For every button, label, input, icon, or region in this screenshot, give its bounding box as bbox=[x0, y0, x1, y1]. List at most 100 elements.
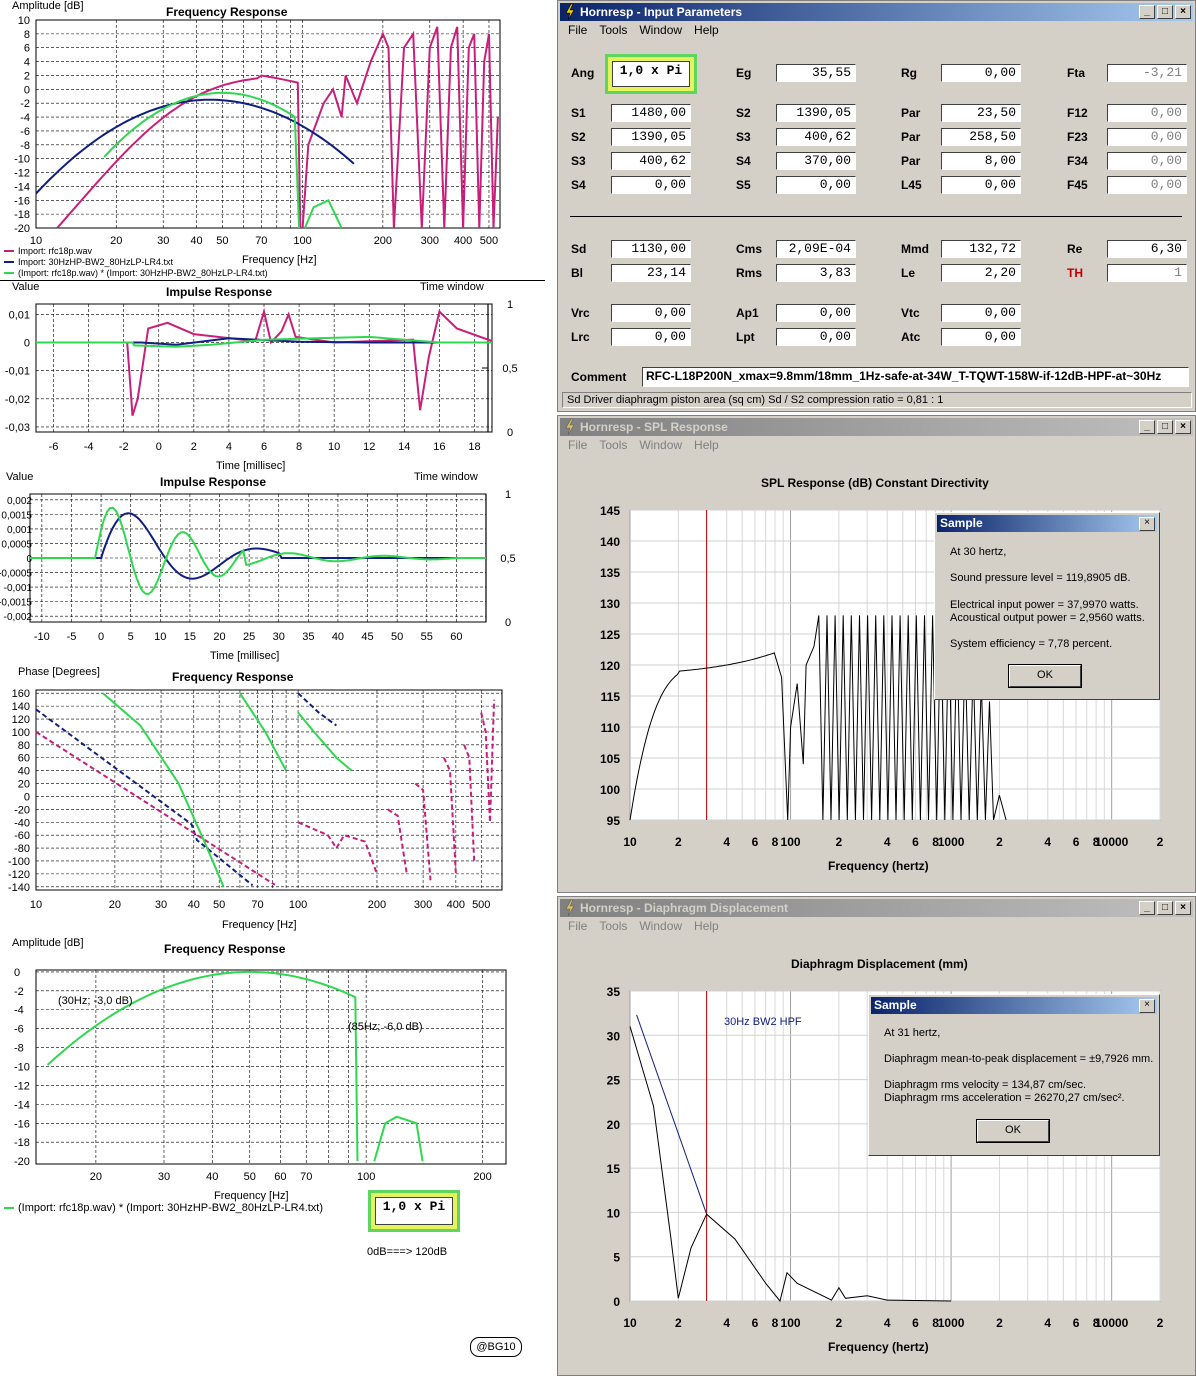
param-field-par[interactable]: 258,50 bbox=[941, 128, 1021, 146]
maximize-button[interactable]: □ bbox=[1157, 5, 1173, 19]
menu-help[interactable]: Help bbox=[694, 438, 719, 452]
param-field-rg[interactable]: 0,00 bbox=[941, 64, 1021, 82]
angle-badge: 1,0 x Pi bbox=[368, 1190, 460, 1232]
x-tick-label: 12 bbox=[363, 441, 375, 453]
dialog-close-button[interactable]: × bbox=[1139, 517, 1155, 531]
y-tick-label: 95 bbox=[607, 814, 621, 828]
y-tick-label: 0,0005 bbox=[1, 539, 32, 550]
series-line-filter bbox=[36, 337, 492, 346]
window-titlebar[interactable]: Hornresp - SPL Response _ □ × bbox=[560, 418, 1193, 436]
x-tick-label: 2 bbox=[675, 1316, 682, 1330]
x-tick-label: 5 bbox=[128, 631, 134, 643]
param-field-sd[interactable]: 1130,00 bbox=[611, 240, 691, 258]
menu-window[interactable]: Window bbox=[639, 919, 683, 933]
window-title: Hornresp - SPL Response bbox=[580, 420, 728, 434]
x-tick-label: 300 bbox=[414, 899, 432, 911]
x-tick-label: 40 bbox=[190, 235, 202, 247]
series-line-driver bbox=[35, 731, 276, 886]
y-tick-label: -8 bbox=[14, 1043, 24, 1055]
comment-field[interactable]: RFC-L18P200N_xmax=9.8mm/18mm_1Hz-safe-at… bbox=[642, 367, 1189, 387]
dialog-close-button[interactable]: × bbox=[1139, 999, 1155, 1013]
y-tick-label: 0,0015 bbox=[1, 510, 32, 521]
param-field-bl[interactable]: 23,14 bbox=[611, 264, 691, 282]
menu-file[interactable]: File bbox=[568, 23, 588, 37]
menu-file[interactable]: File bbox=[568, 919, 588, 933]
chart-title: Diaphragm Displacement (mm) bbox=[791, 957, 968, 971]
x-tick-label: 2 bbox=[675, 835, 682, 849]
x-tick-label: 8 bbox=[296, 441, 302, 453]
menu-help[interactable]: Help bbox=[694, 919, 719, 933]
spl-response-window: Hornresp - SPL Response _ □ × File Tools… bbox=[557, 415, 1196, 893]
y-tick-label: 10 bbox=[607, 1206, 621, 1220]
param-field-th[interactable]: 1 bbox=[1107, 264, 1187, 282]
minimize-button[interactable]: _ bbox=[1139, 420, 1155, 434]
param-field-ap1[interactable]: 0,00 bbox=[776, 304, 856, 322]
menu-tools[interactable]: Tools bbox=[599, 919, 628, 933]
param-label-s4: S4 bbox=[571, 178, 586, 192]
x-tick-label: 2 bbox=[836, 835, 843, 849]
dialog-line: System efficiency = 7,78 percent. bbox=[950, 638, 1113, 650]
param-field-atc[interactable]: 0,00 bbox=[941, 328, 1021, 346]
hornresp-icon bbox=[565, 3, 575, 21]
window-titlebar[interactable]: Hornresp - Input Parameters _ □ × bbox=[560, 3, 1193, 21]
menu-window[interactable]: Window bbox=[639, 23, 683, 37]
angle-value[interactable]: 1,0 x Pi bbox=[612, 61, 690, 87]
minimize-button[interactable]: _ bbox=[1139, 901, 1155, 915]
status-bar: Sd Driver diaphragm piston area (sq cm) … bbox=[562, 392, 1192, 408]
param-label-s4: S4 bbox=[736, 154, 751, 168]
param-field-cms[interactable]: 2,09E-04 bbox=[776, 240, 856, 258]
close-button[interactable]: × bbox=[1175, 5, 1191, 19]
param-field-s4[interactable]: 0,00 bbox=[611, 176, 691, 194]
param-field-lpt[interactable]: 0,00 bbox=[776, 328, 856, 346]
param-field-s5[interactable]: 0,00 bbox=[776, 176, 856, 194]
legend-text: (Import: rfc18p.wav) * (Import: 30HzHP-B… bbox=[18, 268, 268, 278]
menu-window[interactable]: Window bbox=[639, 438, 683, 452]
param-field-lrc[interactable]: 0,00 bbox=[611, 328, 691, 346]
param-field-mmd[interactable]: 132,72 bbox=[941, 240, 1021, 258]
x-tick-label: 8 bbox=[932, 835, 939, 849]
param-field-s4[interactable]: 370,00 bbox=[776, 152, 856, 170]
menu-tools[interactable]: Tools bbox=[599, 23, 628, 37]
param-field-le[interactable]: 2,20 bbox=[941, 264, 1021, 282]
param-field-re[interactable]: 6,30 bbox=[1107, 240, 1187, 258]
param-field-vrc[interactable]: 0,00 bbox=[611, 304, 691, 322]
param-field-f23[interactable]: 0,00 bbox=[1107, 128, 1187, 146]
close-button[interactable]: × bbox=[1175, 901, 1191, 915]
right-tick-label: 0 bbox=[505, 617, 511, 629]
x-tick-label: 15 bbox=[184, 631, 196, 643]
close-button[interactable]: × bbox=[1175, 420, 1191, 434]
param-field-vtc[interactable]: 0,00 bbox=[941, 304, 1021, 322]
y-tick-label: -0,0015 bbox=[0, 598, 32, 609]
minimize-button[interactable]: _ bbox=[1139, 5, 1155, 19]
angle-field[interactable]: 1,0 x Pi bbox=[605, 54, 697, 94]
ok-button[interactable]: OK bbox=[1008, 664, 1082, 688]
param-field-f45[interactable]: 0,00 bbox=[1107, 176, 1187, 194]
param-field-f34[interactable]: 0,00 bbox=[1107, 152, 1187, 170]
window-titlebar[interactable]: Hornresp - Diaphragm Displacement _ □ × bbox=[560, 899, 1193, 917]
param-field-s2[interactable]: 1390,05 bbox=[776, 104, 856, 122]
param-field-par[interactable]: 8,00 bbox=[941, 152, 1021, 170]
param-label-rg: Rg bbox=[901, 66, 917, 80]
ok-button[interactable]: OK bbox=[976, 1119, 1050, 1143]
param-field-s3[interactable]: 400,62 bbox=[611, 152, 691, 170]
param-field-l45[interactable]: 0,00 bbox=[941, 176, 1021, 194]
legend-item: Import: 30HzHP-BW2_80HzLP-LR4.txt bbox=[4, 257, 173, 267]
menu-file[interactable]: File bbox=[568, 438, 588, 452]
param-field-f12[interactable]: 0,00 bbox=[1107, 104, 1187, 122]
menu-tools[interactable]: Tools bbox=[599, 438, 628, 452]
param-field-eg[interactable]: 35,55 bbox=[776, 64, 856, 82]
comment-label: Comment bbox=[571, 370, 627, 384]
x-axis-label: Frequency [Hz] bbox=[222, 919, 297, 931]
param-field-fta[interactable]: -3,21 bbox=[1107, 64, 1187, 82]
series-line-product bbox=[239, 692, 287, 772]
maximize-button[interactable]: □ bbox=[1157, 901, 1173, 915]
param-field-s2[interactable]: 1390,05 bbox=[611, 128, 691, 146]
y-tick-label: -2 bbox=[20, 98, 30, 110]
param-field-rms[interactable]: 3,83 bbox=[776, 264, 856, 282]
param-field-s3[interactable]: 400,62 bbox=[776, 128, 856, 146]
param-field-par[interactable]: 23,50 bbox=[941, 104, 1021, 122]
param-field-s1[interactable]: 1480,00 bbox=[611, 104, 691, 122]
maximize-button[interactable]: □ bbox=[1157, 420, 1173, 434]
menu-help[interactable]: Help bbox=[694, 23, 719, 37]
param-label-par: Par bbox=[901, 106, 921, 120]
